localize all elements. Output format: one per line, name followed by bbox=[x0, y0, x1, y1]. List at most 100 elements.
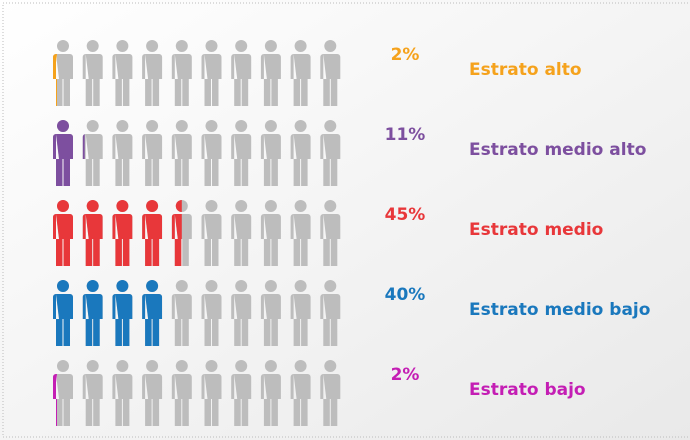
icon-head bbox=[294, 280, 307, 292]
icon-body bbox=[320, 214, 341, 266]
icon-head bbox=[86, 360, 99, 372]
icon-body bbox=[260, 54, 281, 106]
icon-filled bbox=[142, 280, 163, 346]
icon bbox=[171, 40, 192, 106]
icon-body bbox=[320, 134, 341, 186]
icon bbox=[260, 120, 281, 186]
icon-body bbox=[82, 214, 103, 266]
icon-filled bbox=[53, 120, 73, 186]
icon-head bbox=[324, 120, 337, 132]
icon bbox=[142, 40, 163, 106]
icon-body bbox=[171, 374, 192, 426]
icon bbox=[142, 360, 163, 426]
icon bbox=[201, 200, 222, 266]
icon-head bbox=[235, 280, 248, 292]
icon bbox=[231, 40, 252, 106]
icon-body bbox=[112, 134, 133, 186]
icon bbox=[112, 120, 133, 186]
icon-head bbox=[116, 40, 129, 52]
icon-body bbox=[231, 54, 252, 106]
icon-body bbox=[53, 374, 73, 426]
icon-body bbox=[231, 214, 252, 266]
icon bbox=[290, 200, 311, 266]
icon-body bbox=[171, 134, 192, 186]
category-label: Estrato medio alto bbox=[469, 140, 646, 160]
icon-body bbox=[112, 54, 133, 106]
icon bbox=[82, 120, 103, 186]
icon-head bbox=[264, 360, 277, 372]
icon-head bbox=[116, 360, 129, 372]
icon-head bbox=[264, 280, 277, 292]
icon bbox=[231, 360, 252, 426]
icon-head bbox=[146, 120, 159, 132]
icon bbox=[320, 40, 341, 106]
icon-body bbox=[53, 134, 73, 186]
icon bbox=[260, 360, 281, 426]
icon-body bbox=[201, 134, 222, 186]
icon-head bbox=[116, 280, 129, 292]
icon-body bbox=[82, 54, 103, 106]
icon-filled bbox=[53, 374, 57, 426]
icon-head bbox=[57, 200, 69, 212]
icon-body bbox=[53, 374, 57, 426]
icon-body bbox=[290, 374, 311, 426]
icon-head bbox=[175, 280, 188, 292]
icon-head bbox=[324, 360, 337, 372]
icon-body bbox=[231, 374, 252, 426]
icon-body bbox=[53, 294, 73, 346]
icon bbox=[320, 280, 341, 346]
icon-body bbox=[290, 294, 311, 346]
icon bbox=[112, 360, 133, 426]
icon bbox=[142, 120, 163, 186]
icon-head bbox=[57, 360, 69, 372]
icon-body bbox=[53, 54, 73, 106]
icon bbox=[201, 360, 222, 426]
icon-head bbox=[146, 360, 159, 372]
icon-head bbox=[264, 40, 277, 52]
icon-body bbox=[260, 294, 281, 346]
icon bbox=[231, 120, 252, 186]
icon bbox=[260, 280, 281, 346]
icon-head bbox=[264, 200, 277, 212]
category-label: Estrato medio bajo bbox=[469, 300, 650, 320]
icon-head bbox=[235, 40, 248, 52]
icon bbox=[260, 40, 281, 106]
icon-filled bbox=[82, 200, 103, 266]
icon-filled bbox=[53, 280, 73, 346]
icon-body bbox=[53, 54, 57, 106]
icon-head bbox=[235, 360, 248, 372]
icon bbox=[290, 360, 311, 426]
icon-head bbox=[294, 360, 307, 372]
icon-head bbox=[86, 200, 99, 212]
icon-body bbox=[201, 214, 222, 266]
value-label: 45% bbox=[385, 205, 426, 225]
icon bbox=[290, 280, 311, 346]
icon bbox=[201, 40, 222, 106]
icon-body bbox=[142, 134, 163, 186]
icon-head bbox=[205, 280, 218, 292]
icon-head bbox=[294, 40, 307, 52]
icon-head bbox=[235, 200, 248, 212]
icon-head bbox=[264, 120, 277, 132]
category-label: Estrato alto bbox=[469, 60, 582, 80]
icon bbox=[201, 280, 222, 346]
icon bbox=[53, 40, 73, 106]
icon-body bbox=[82, 134, 85, 159]
icon-body bbox=[260, 374, 281, 426]
icon-filled bbox=[112, 280, 133, 346]
icon-head bbox=[175, 360, 188, 372]
icon-filled bbox=[171, 200, 182, 266]
icon-body bbox=[82, 134, 103, 186]
icon-body bbox=[171, 54, 192, 106]
icon-body bbox=[320, 54, 341, 106]
icon-head bbox=[57, 120, 69, 132]
icon-body bbox=[53, 214, 73, 266]
icon-head bbox=[116, 200, 129, 212]
category-label: Estrato medio bbox=[469, 220, 603, 240]
icon-head bbox=[205, 200, 218, 212]
icon-head bbox=[146, 40, 159, 52]
icon bbox=[231, 280, 252, 346]
icon bbox=[82, 40, 103, 106]
icon-body bbox=[201, 374, 222, 426]
icon-filled bbox=[112, 200, 133, 266]
